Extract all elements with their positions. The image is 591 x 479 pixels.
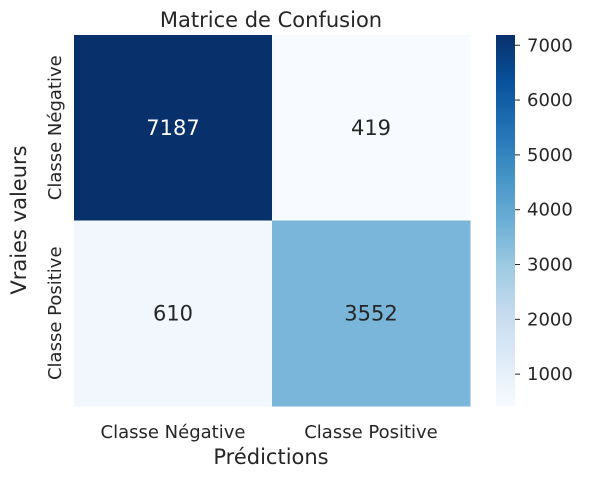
colorbar-tick-label: 7000 bbox=[527, 35, 573, 56]
colorbar-tick-label: 6000 bbox=[527, 90, 573, 111]
y-tick-labels: Classe Négative Classe Positive bbox=[45, 55, 66, 380]
heatmap-cell bbox=[272, 35, 471, 221]
heatmap-cells: 7187 419 610 3552 bbox=[74, 35, 471, 407]
colorbar-tick-label: 1000 bbox=[527, 364, 573, 385]
colorbar-tick-label: 5000 bbox=[527, 145, 573, 166]
heatmap-cell bbox=[74, 35, 273, 221]
colorbar-tick-label: 2000 bbox=[527, 309, 573, 330]
colorbar-tick-label: 3000 bbox=[527, 255, 573, 276]
heatmap-cell bbox=[272, 220, 471, 407]
cell-value-label: 3552 bbox=[344, 301, 397, 325]
y-tick-label: Classe Négative bbox=[45, 55, 66, 200]
chart-title: Matrice de Confusion bbox=[160, 8, 382, 32]
x-axis-label: Prédictions bbox=[213, 445, 328, 469]
heatmap-cell bbox=[74, 220, 273, 407]
cell-value-label: 419 bbox=[351, 116, 391, 140]
y-tick-label: Classe Positive bbox=[45, 246, 66, 380]
x-tick-labels: Classe Négative Classe Positive bbox=[101, 422, 438, 443]
x-tick-label: Classe Positive bbox=[304, 422, 438, 443]
x-tick-label: Classe Négative bbox=[101, 422, 246, 443]
colorbar-tick-label: 4000 bbox=[527, 200, 573, 221]
cell-value-label: 7187 bbox=[146, 116, 199, 140]
colorbar bbox=[496, 35, 515, 406]
colorbar-tick-labels: 1000 2000 3000 4000 5000 6000 7000 bbox=[515, 35, 573, 385]
cell-value-label: 610 bbox=[153, 301, 193, 325]
y-axis-label: Vraies valeurs bbox=[7, 145, 31, 294]
